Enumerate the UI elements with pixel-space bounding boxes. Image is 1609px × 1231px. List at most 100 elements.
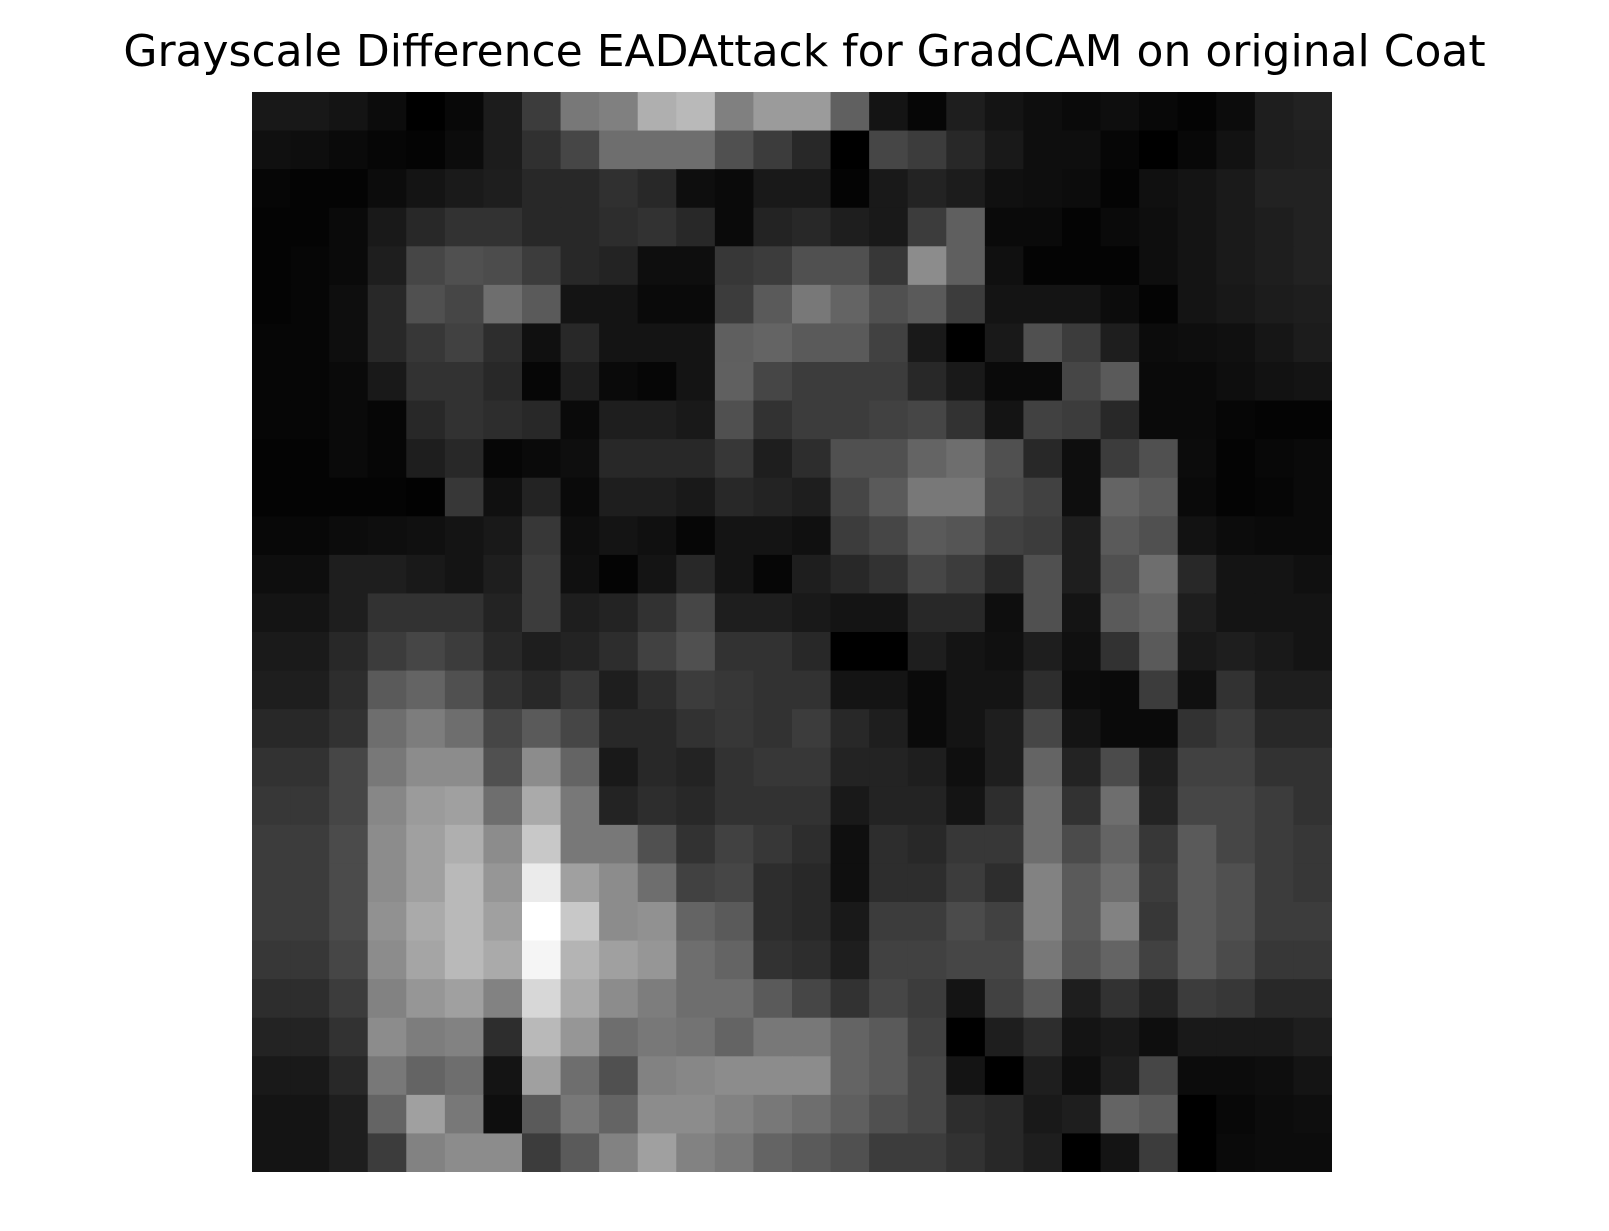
heatmap-cell	[676, 709, 716, 749]
heatmap-cell	[1293, 400, 1332, 440]
heatmap-cell	[676, 863, 716, 903]
heatmap-cell	[1216, 400, 1256, 440]
heatmap-cell	[714, 786, 755, 826]
heatmap-cell	[444, 1056, 485, 1096]
heatmap-cell	[599, 747, 639, 787]
heatmap-cell	[907, 92, 947, 132]
heatmap-cell	[907, 863, 947, 903]
heatmap-cell	[792, 747, 832, 787]
heatmap-cell	[907, 979, 947, 1019]
heatmap-cell	[830, 516, 870, 556]
heatmap-cell	[1177, 1056, 1217, 1096]
heatmap-cell	[907, 1133, 947, 1172]
heatmap-cell	[367, 284, 407, 325]
heatmap-cell	[329, 1133, 369, 1172]
heatmap-cell	[946, 362, 986, 402]
heatmap-cell	[522, 207, 562, 247]
heatmap-cell	[1100, 979, 1140, 1019]
heatmap-cell	[1293, 632, 1332, 672]
heatmap-cell	[599, 1056, 639, 1096]
heatmap-cell	[444, 747, 485, 787]
heatmap-cell	[1293, 747, 1332, 787]
heatmap-cell	[1293, 1056, 1332, 1096]
heatmap-cell	[1139, 362, 1179, 402]
heatmap-cell	[1062, 92, 1102, 132]
heatmap-cell	[984, 593, 1025, 633]
heatmap-cell	[984, 362, 1025, 402]
heatmap-cell	[406, 593, 446, 633]
heatmap-cell	[483, 709, 523, 749]
heatmap-cell	[290, 92, 330, 132]
heatmap-cell	[329, 400, 369, 440]
heatmap-cell	[1100, 554, 1140, 595]
heatmap-cell	[252, 1094, 292, 1135]
heatmap-cell	[1293, 284, 1332, 325]
heatmap-cell	[714, 632, 755, 672]
heatmap-cell	[599, 1017, 639, 1057]
heatmap-cell	[1062, 362, 1102, 402]
heatmap-cell	[252, 284, 292, 325]
heatmap-cell	[1062, 554, 1102, 595]
heatmap-cell	[753, 92, 793, 132]
heatmap-cell	[1100, 477, 1140, 517]
heatmap-cell	[869, 863, 909, 903]
heatmap-cell	[1293, 593, 1332, 633]
heatmap-cell	[907, 207, 947, 247]
heatmap-cell	[1100, 516, 1140, 556]
heatmap-cell	[637, 979, 677, 1019]
heatmap-cell	[792, 246, 832, 286]
heatmap-cell	[946, 786, 986, 826]
heatmap-cell	[946, 593, 986, 633]
heatmap-cell	[599, 246, 639, 286]
heatmap-cell	[984, 747, 1025, 787]
heatmap-cell	[714, 400, 755, 440]
heatmap-cell	[1100, 593, 1140, 633]
heatmap-cell	[1100, 1017, 1140, 1057]
heatmap-cell	[830, 709, 870, 749]
heatmap-cell	[560, 439, 600, 479]
heatmap-cell	[599, 709, 639, 749]
heatmap-cell	[1023, 92, 1063, 132]
heatmap-cell	[406, 1094, 446, 1135]
heatmap-cell	[290, 400, 330, 440]
heatmap-cell	[406, 632, 446, 672]
heatmap-cell	[444, 670, 485, 710]
heatmap-cell	[444, 246, 485, 286]
heatmap-cell	[1216, 1133, 1256, 1172]
heatmap-cell	[753, 709, 793, 749]
heatmap-cell	[367, 670, 407, 710]
heatmap-cell	[1177, 477, 1217, 517]
heatmap-cell	[792, 824, 832, 865]
heatmap-cell	[1293, 1017, 1332, 1057]
heatmap-cell	[522, 863, 562, 903]
heatmap-cell	[1100, 1056, 1140, 1096]
heatmap-cell	[1254, 439, 1295, 479]
heatmap-cell	[522, 747, 562, 787]
heatmap-cell	[714, 1094, 755, 1135]
heatmap-cell	[676, 400, 716, 440]
heatmap-cell	[252, 169, 292, 209]
heatmap-cell	[1139, 786, 1179, 826]
heatmap-cell	[1062, 940, 1102, 980]
heatmap-cell	[1254, 169, 1295, 209]
heatmap-cell	[599, 362, 639, 402]
heatmap-cell	[753, 670, 793, 710]
heatmap-cell	[676, 1056, 716, 1096]
heatmap-cell	[1177, 670, 1217, 710]
heatmap-cell	[1293, 940, 1332, 980]
heatmap-cell	[830, 130, 870, 170]
heatmap-cell	[444, 1133, 485, 1172]
heatmap-cell	[406, 1056, 446, 1096]
heatmap-cell	[1139, 1133, 1179, 1172]
chart-title: Grayscale Difference EADAttack for GradC…	[123, 26, 1486, 77]
heatmap-cell	[1139, 284, 1179, 325]
heatmap-cell	[946, 940, 986, 980]
heatmap-cell	[290, 362, 330, 402]
heatmap-cell	[1062, 477, 1102, 517]
heatmap-cell	[444, 863, 485, 903]
heatmap-cell	[1139, 593, 1179, 633]
heatmap-cell	[1216, 554, 1256, 595]
heatmap-cell	[792, 554, 832, 595]
heatmap-cell	[792, 400, 832, 440]
heatmap-cell	[869, 593, 909, 633]
